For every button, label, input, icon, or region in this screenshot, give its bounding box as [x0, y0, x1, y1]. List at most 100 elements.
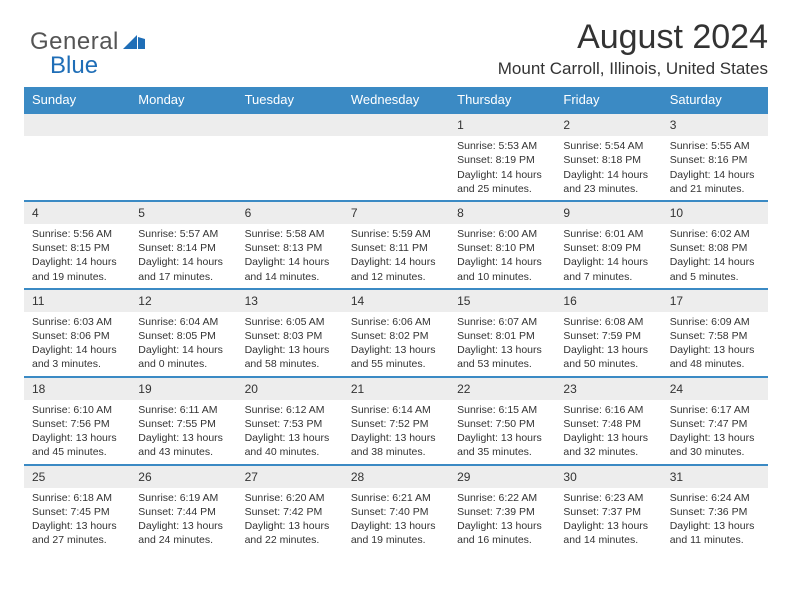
calendar-cell: 4Sunrise: 5:56 AMSunset: 8:15 PMDaylight…: [24, 201, 130, 289]
sunrise-line: Sunrise: 6:21 AM: [351, 491, 443, 505]
sunrise-line: Sunrise: 6:15 AM: [457, 403, 549, 417]
day-details: Sunrise: 6:01 AMSunset: 8:09 PMDaylight:…: [555, 224, 661, 288]
day-details: Sunrise: 6:21 AMSunset: 7:40 PMDaylight:…: [343, 488, 449, 552]
sunrise-line: Sunrise: 5:55 AM: [670, 139, 762, 153]
calendar-page: General Blue August 2024 Mount Carroll, …: [0, 0, 792, 612]
calendar-cell: 7Sunrise: 5:59 AMSunset: 8:11 PMDaylight…: [343, 201, 449, 289]
daylight-line: and 19 minutes.: [351, 533, 443, 547]
daylight-line: Daylight: 13 hours: [563, 431, 655, 445]
daylight-line: and 22 minutes.: [245, 533, 337, 547]
sunset-line: Sunset: 8:15 PM: [32, 241, 124, 255]
sunrise-line: Sunrise: 6:02 AM: [670, 227, 762, 241]
day-number: 19: [130, 378, 236, 400]
sunset-line: Sunset: 7:36 PM: [670, 505, 762, 519]
day-details: Sunrise: 5:53 AMSunset: 8:19 PMDaylight:…: [449, 136, 555, 200]
daylight-line: Daylight: 13 hours: [670, 519, 762, 533]
sunrise-line: Sunrise: 6:00 AM: [457, 227, 549, 241]
calendar-cell: 29Sunrise: 6:22 AMSunset: 7:39 PMDayligh…: [449, 465, 555, 552]
calendar-cell: 16Sunrise: 6:08 AMSunset: 7:59 PMDayligh…: [555, 289, 661, 377]
daylight-line: and 17 minutes.: [138, 270, 230, 284]
daylight-line: and 45 minutes.: [32, 445, 124, 459]
calendar-table: Sunday Monday Tuesday Wednesday Thursday…: [24, 87, 768, 551]
day-number: 1: [449, 114, 555, 136]
calendar-cell: 22Sunrise: 6:15 AMSunset: 7:50 PMDayligh…: [449, 377, 555, 465]
sunrise-line: Sunrise: 6:05 AM: [245, 315, 337, 329]
daylight-line: and 10 minutes.: [457, 270, 549, 284]
calendar-cell: 13Sunrise: 6:05 AMSunset: 8:03 PMDayligh…: [237, 289, 343, 377]
calendar-cell: 31Sunrise: 6:24 AMSunset: 7:36 PMDayligh…: [662, 465, 768, 552]
location-subtitle: Mount Carroll, Illinois, United States: [24, 59, 768, 79]
sunrise-line: Sunrise: 6:04 AM: [138, 315, 230, 329]
day-details: Sunrise: 5:56 AMSunset: 8:15 PMDaylight:…: [24, 224, 130, 288]
daylight-line: and 23 minutes.: [563, 182, 655, 196]
day-number: 3: [662, 114, 768, 136]
calendar-cell: 30Sunrise: 6:23 AMSunset: 7:37 PMDayligh…: [555, 465, 661, 552]
daylight-line: Daylight: 13 hours: [351, 431, 443, 445]
daylight-line: Daylight: 13 hours: [457, 431, 549, 445]
day-details: Sunrise: 6:10 AMSunset: 7:56 PMDaylight:…: [24, 400, 130, 464]
day-number: 27: [237, 466, 343, 488]
sunset-line: Sunset: 7:44 PM: [138, 505, 230, 519]
brand-blue: Blue: [50, 52, 98, 80]
daylight-line: and 24 minutes.: [138, 533, 230, 547]
day-details: Sunrise: 6:09 AMSunset: 7:58 PMDaylight:…: [662, 312, 768, 376]
daylight-line: and 16 minutes.: [457, 533, 549, 547]
sunset-line: Sunset: 8:16 PM: [670, 153, 762, 167]
day-number: 30: [555, 466, 661, 488]
daylight-line: Daylight: 14 hours: [245, 255, 337, 269]
daylight-line: Daylight: 13 hours: [563, 343, 655, 357]
sunrise-line: Sunrise: 6:08 AM: [563, 315, 655, 329]
calendar-cell: 17Sunrise: 6:09 AMSunset: 7:58 PMDayligh…: [662, 289, 768, 377]
daylight-line: and 35 minutes.: [457, 445, 549, 459]
daylight-line: Daylight: 14 hours: [32, 343, 124, 357]
day-number: 18: [24, 378, 130, 400]
day-details: Sunrise: 6:04 AMSunset: 8:05 PMDaylight:…: [130, 312, 236, 376]
sunrise-line: Sunrise: 6:22 AM: [457, 491, 549, 505]
sunset-line: Sunset: 8:01 PM: [457, 329, 549, 343]
day-details: Sunrise: 6:12 AMSunset: 7:53 PMDaylight:…: [237, 400, 343, 464]
calendar-cell: 3Sunrise: 5:55 AMSunset: 8:16 PMDaylight…: [662, 113, 768, 201]
day-details: Sunrise: 6:23 AMSunset: 7:37 PMDaylight:…: [555, 488, 661, 552]
daylight-line: and 30 minutes.: [670, 445, 762, 459]
daylight-line: and 3 minutes.: [32, 357, 124, 371]
calendar-cell: 6Sunrise: 5:58 AMSunset: 8:13 PMDaylight…: [237, 201, 343, 289]
daylight-line: and 7 minutes.: [563, 270, 655, 284]
day-details: [237, 136, 343, 198]
sunset-line: Sunset: 8:19 PM: [457, 153, 549, 167]
calendar-cell: 14Sunrise: 6:06 AMSunset: 8:02 PMDayligh…: [343, 289, 449, 377]
sunrise-line: Sunrise: 6:24 AM: [670, 491, 762, 505]
daylight-line: Daylight: 14 hours: [563, 168, 655, 182]
calendar-cell: 1Sunrise: 5:53 AMSunset: 8:19 PMDaylight…: [449, 113, 555, 201]
day-details: Sunrise: 5:58 AMSunset: 8:13 PMDaylight:…: [237, 224, 343, 288]
day-number: 21: [343, 378, 449, 400]
day-number: 23: [555, 378, 661, 400]
sunset-line: Sunset: 7:47 PM: [670, 417, 762, 431]
daylight-line: and 0 minutes.: [138, 357, 230, 371]
sunset-line: Sunset: 8:05 PM: [138, 329, 230, 343]
sunrise-line: Sunrise: 6:14 AM: [351, 403, 443, 417]
day-details: Sunrise: 5:57 AMSunset: 8:14 PMDaylight:…: [130, 224, 236, 288]
daylight-line: Daylight: 14 hours: [563, 255, 655, 269]
dow-fri: Friday: [555, 87, 661, 113]
calendar-cell: 23Sunrise: 6:16 AMSunset: 7:48 PMDayligh…: [555, 377, 661, 465]
sunset-line: Sunset: 7:40 PM: [351, 505, 443, 519]
sunset-line: Sunset: 7:59 PM: [563, 329, 655, 343]
day-details: Sunrise: 5:55 AMSunset: 8:16 PMDaylight:…: [662, 136, 768, 200]
daylight-line: and 25 minutes.: [457, 182, 549, 196]
calendar-week-row: 18Sunrise: 6:10 AMSunset: 7:56 PMDayligh…: [24, 377, 768, 465]
sunrise-line: Sunrise: 6:16 AM: [563, 403, 655, 417]
sunset-line: Sunset: 7:53 PM: [245, 417, 337, 431]
daylight-line: Daylight: 13 hours: [32, 431, 124, 445]
day-details: Sunrise: 6:05 AMSunset: 8:03 PMDaylight:…: [237, 312, 343, 376]
sunset-line: Sunset: 7:37 PM: [563, 505, 655, 519]
daylight-line: and 43 minutes.: [138, 445, 230, 459]
sunset-line: Sunset: 7:45 PM: [32, 505, 124, 519]
daylight-line: Daylight: 13 hours: [138, 519, 230, 533]
dow-sat: Saturday: [662, 87, 768, 113]
day-details: Sunrise: 6:06 AMSunset: 8:02 PMDaylight:…: [343, 312, 449, 376]
sunset-line: Sunset: 8:08 PM: [670, 241, 762, 255]
calendar-week-row: 11Sunrise: 6:03 AMSunset: 8:06 PMDayligh…: [24, 289, 768, 377]
daylight-line: and 12 minutes.: [351, 270, 443, 284]
sunrise-line: Sunrise: 5:59 AM: [351, 227, 443, 241]
dow-mon: Monday: [130, 87, 236, 113]
